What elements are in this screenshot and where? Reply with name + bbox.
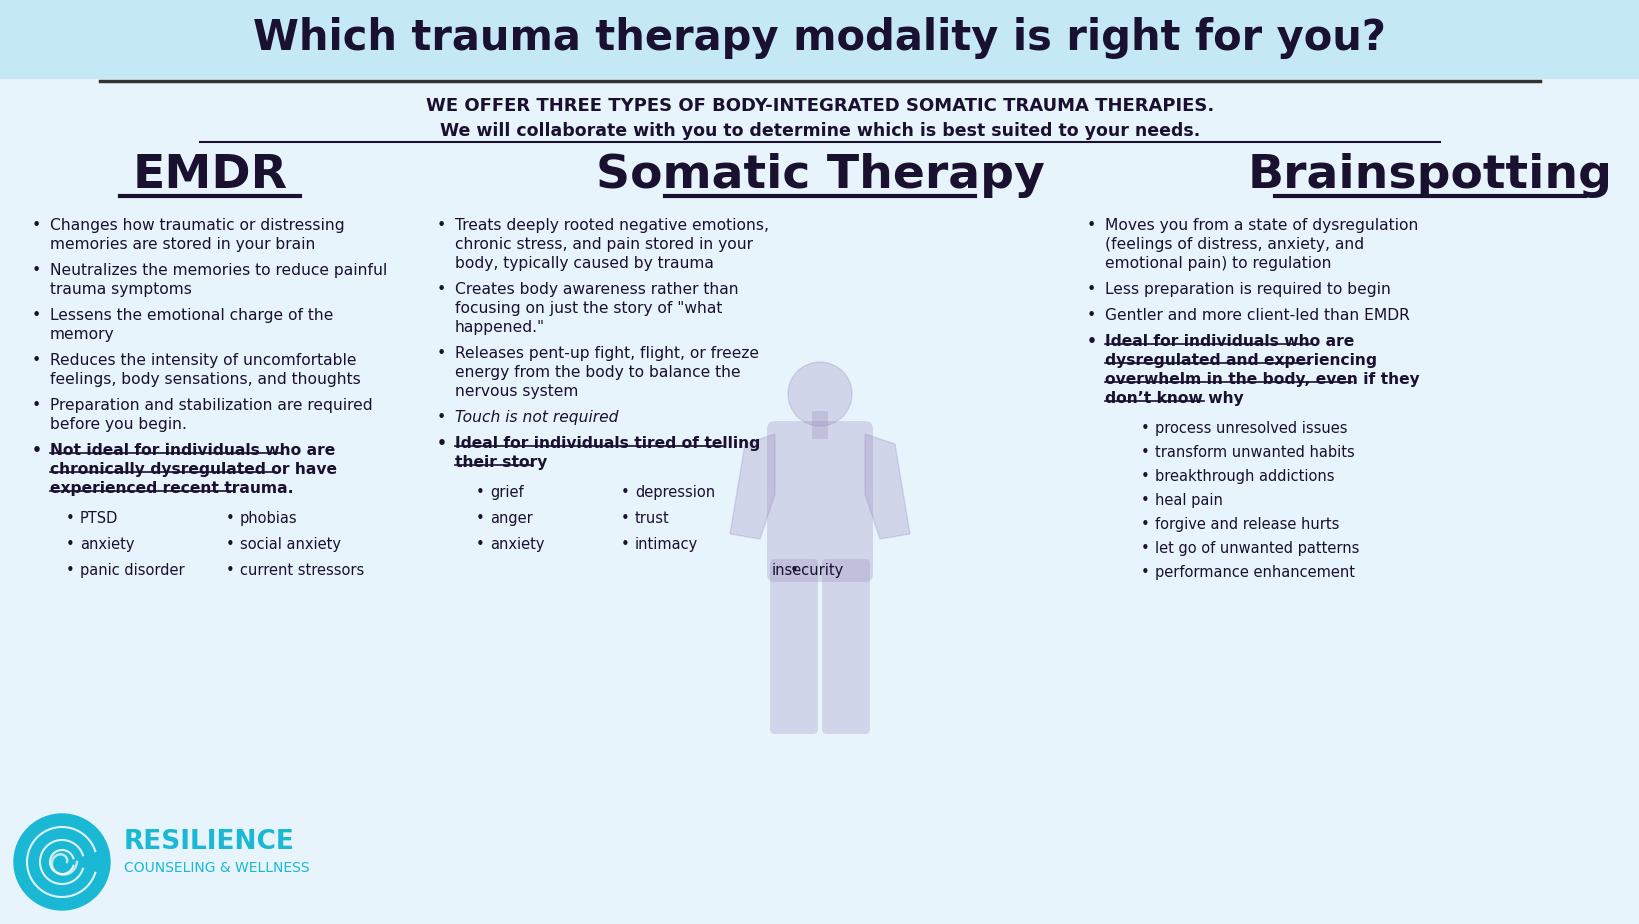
Text: •: • xyxy=(226,563,234,578)
Text: Not ideal for individuals who are: Not ideal for individuals who are xyxy=(49,443,334,458)
Text: Preparation and stabilization are required: Preparation and stabilization are requir… xyxy=(49,398,372,413)
Text: •: • xyxy=(1141,517,1149,532)
Text: emotional pain) to regulation: emotional pain) to regulation xyxy=(1105,256,1331,271)
Text: chronically dysregulated or have: chronically dysregulated or have xyxy=(49,462,336,477)
Text: We will collaborate with you to determine which is best suited to your needs.: We will collaborate with you to determin… xyxy=(439,122,1200,140)
Text: •: • xyxy=(436,410,446,425)
Text: focusing on just the story of "what: focusing on just the story of "what xyxy=(454,301,721,316)
Text: breakthrough addictions: breakthrough addictions xyxy=(1154,469,1334,484)
Text: Moves you from a state of dysregulation: Moves you from a state of dysregulation xyxy=(1105,218,1418,233)
Text: current stressors: current stressors xyxy=(239,563,364,578)
Text: •: • xyxy=(1087,308,1095,323)
Text: Less preparation is required to begin: Less preparation is required to begin xyxy=(1105,282,1390,297)
Text: •: • xyxy=(475,537,485,552)
Text: COUNSELING & WELLNESS: COUNSELING & WELLNESS xyxy=(125,861,310,875)
Text: body, typically caused by trauma: body, typically caused by trauma xyxy=(454,256,713,271)
Text: •: • xyxy=(1141,565,1149,580)
Text: let go of unwanted patterns: let go of unwanted patterns xyxy=(1154,541,1359,556)
Text: •: • xyxy=(1141,541,1149,556)
Text: Reduces the intensity of uncomfortable: Reduces the intensity of uncomfortable xyxy=(49,353,356,368)
Text: trauma symptoms: trauma symptoms xyxy=(49,282,192,297)
Text: •: • xyxy=(1141,493,1149,508)
Text: nervous system: nervous system xyxy=(454,384,579,399)
Text: •: • xyxy=(1087,282,1095,297)
FancyBboxPatch shape xyxy=(811,411,828,439)
Text: trust: trust xyxy=(634,511,669,526)
Text: •: • xyxy=(1141,445,1149,460)
Text: forgive and release hurts: forgive and release hurts xyxy=(1154,517,1339,532)
Text: •: • xyxy=(621,537,629,552)
Text: •: • xyxy=(33,263,41,278)
Text: their story: their story xyxy=(454,455,547,470)
Text: memory: memory xyxy=(49,327,115,342)
Text: Neutralizes the memories to reduce painful: Neutralizes the memories to reduce painf… xyxy=(49,263,387,278)
Text: Ideal for individuals tired of telling: Ideal for individuals tired of telling xyxy=(454,436,760,451)
Text: •: • xyxy=(621,485,629,500)
Text: •: • xyxy=(33,398,41,413)
Text: •: • xyxy=(33,443,43,458)
Text: •: • xyxy=(66,537,75,552)
Text: •: • xyxy=(788,563,798,578)
Text: •: • xyxy=(33,218,41,233)
Text: insecurity: insecurity xyxy=(772,563,844,578)
Text: before you begin.: before you begin. xyxy=(49,417,187,432)
FancyBboxPatch shape xyxy=(767,421,872,582)
Text: •: • xyxy=(33,353,41,368)
Text: Releases pent-up fight, flight, or freeze: Releases pent-up fight, flight, or freez… xyxy=(454,346,759,361)
Text: performance enhancement: performance enhancement xyxy=(1154,565,1354,580)
Circle shape xyxy=(787,362,852,426)
Text: anger: anger xyxy=(490,511,533,526)
Text: happened.": happened." xyxy=(454,320,544,335)
Text: •: • xyxy=(436,346,446,361)
Text: overwhelm in the body, even if they: overwhelm in the body, even if they xyxy=(1105,372,1419,387)
Text: anxiety: anxiety xyxy=(80,537,134,552)
Text: grief: grief xyxy=(490,485,523,500)
Text: phobias: phobias xyxy=(239,511,297,526)
Text: •: • xyxy=(475,511,485,526)
Text: feelings, body sensations, and thoughts: feelings, body sensations, and thoughts xyxy=(49,372,361,387)
Text: RESILIENCE: RESILIENCE xyxy=(125,829,295,855)
Text: Somatic Therapy: Somatic Therapy xyxy=(595,153,1044,199)
Text: panic disorder: panic disorder xyxy=(80,563,185,578)
Text: memories are stored in your brain: memories are stored in your brain xyxy=(49,237,315,252)
Text: EMDR: EMDR xyxy=(133,153,287,199)
Text: dysregulated and experiencing: dysregulated and experiencing xyxy=(1105,353,1377,368)
Text: •: • xyxy=(1087,334,1096,349)
Text: experienced recent trauma.: experienced recent trauma. xyxy=(49,481,293,496)
Text: Changes how traumatic or distressing: Changes how traumatic or distressing xyxy=(49,218,344,233)
Polygon shape xyxy=(729,434,775,539)
Text: •: • xyxy=(33,308,41,323)
Text: •: • xyxy=(1141,469,1149,484)
Text: Touch is not required: Touch is not required xyxy=(454,410,618,425)
Text: •: • xyxy=(436,218,446,233)
Text: Treats deeply rooted negative emotions,: Treats deeply rooted negative emotions, xyxy=(454,218,769,233)
Text: Which trauma therapy modality is right for you?: Which trauma therapy modality is right f… xyxy=(254,17,1385,59)
Text: chronic stress, and pain stored in your: chronic stress, and pain stored in your xyxy=(454,237,752,252)
Text: anxiety: anxiety xyxy=(490,537,544,552)
FancyBboxPatch shape xyxy=(821,559,869,734)
Text: •: • xyxy=(475,485,485,500)
Text: •: • xyxy=(226,537,234,552)
Text: Lessens the emotional charge of the: Lessens the emotional charge of the xyxy=(49,308,333,323)
Text: WE OFFER THREE TYPES OF BODY-INTEGRATED SOMATIC TRAUMA THERAPIES.: WE OFFER THREE TYPES OF BODY-INTEGRATED … xyxy=(426,97,1213,115)
Text: •: • xyxy=(436,282,446,297)
Text: Gentler and more client-led than EMDR: Gentler and more client-led than EMDR xyxy=(1105,308,1410,323)
Text: (feelings of distress, anxiety, and: (feelings of distress, anxiety, and xyxy=(1105,237,1364,252)
Text: •: • xyxy=(66,563,75,578)
Text: •: • xyxy=(66,511,75,526)
Text: Ideal for individuals who are: Ideal for individuals who are xyxy=(1105,334,1354,349)
Polygon shape xyxy=(864,434,910,539)
Text: energy from the body to balance the: energy from the body to balance the xyxy=(454,365,741,380)
Text: Creates body awareness rather than: Creates body awareness rather than xyxy=(454,282,738,297)
Text: •: • xyxy=(1141,421,1149,436)
FancyBboxPatch shape xyxy=(770,559,818,734)
Circle shape xyxy=(15,814,110,910)
Text: heal pain: heal pain xyxy=(1154,493,1223,508)
Text: •: • xyxy=(1087,218,1095,233)
Text: •: • xyxy=(226,511,234,526)
Text: depression: depression xyxy=(634,485,715,500)
Text: don’t know why: don’t know why xyxy=(1105,391,1242,406)
Text: intimacy: intimacy xyxy=(634,537,698,552)
Text: •: • xyxy=(621,511,629,526)
